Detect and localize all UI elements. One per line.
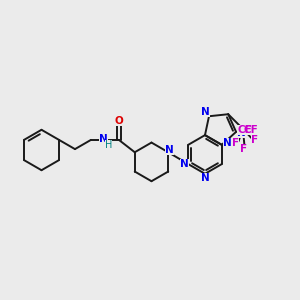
Text: N: N <box>180 159 189 169</box>
Text: CF: CF <box>244 124 259 134</box>
Text: F: F <box>240 144 247 154</box>
Text: N: N <box>201 172 209 183</box>
Text: H: H <box>105 140 112 150</box>
Text: F: F <box>232 138 239 148</box>
Text: N: N <box>223 138 232 148</box>
Text: N: N <box>99 134 108 144</box>
Text: N: N <box>201 107 210 117</box>
Text: N: N <box>165 145 174 155</box>
Text: F: F <box>251 135 258 145</box>
Text: O: O <box>115 116 123 127</box>
Text: N: N <box>237 128 246 138</box>
Text: CF: CF <box>237 124 252 134</box>
